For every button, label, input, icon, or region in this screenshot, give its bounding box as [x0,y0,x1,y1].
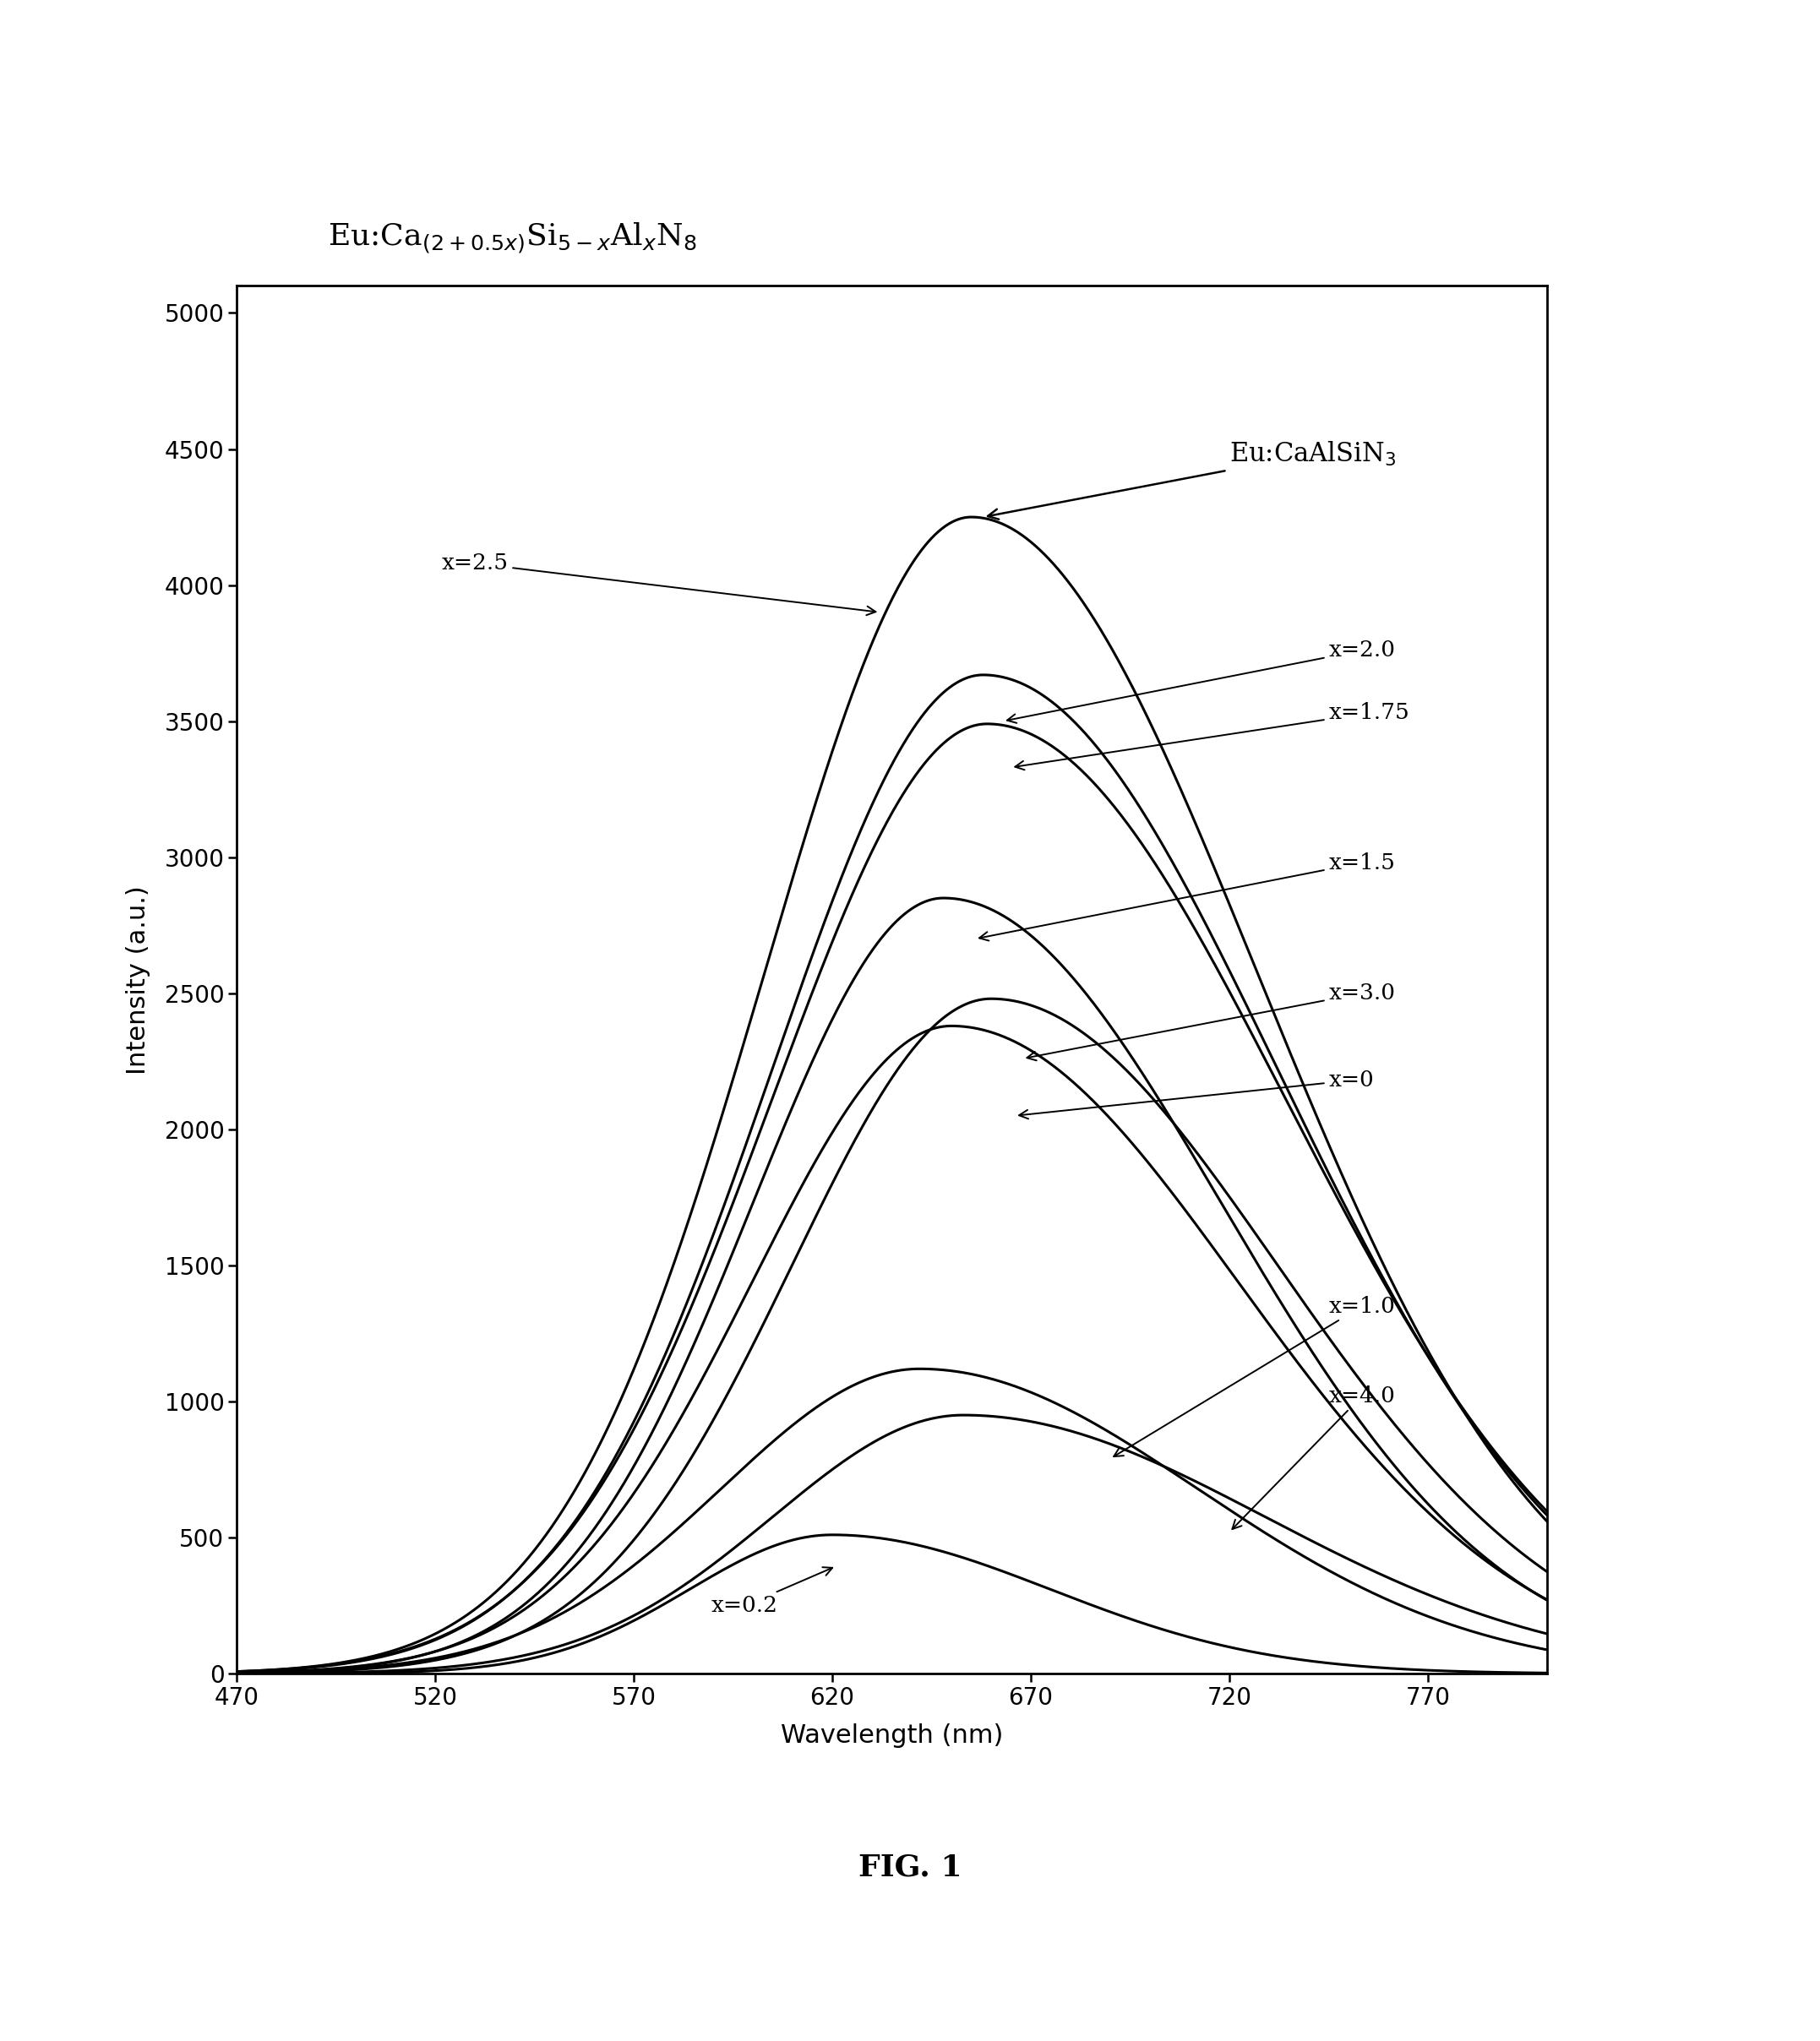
Text: x=2.0: x=2.0 [1006,639,1396,723]
Text: x=1.0: x=1.0 [1114,1296,1396,1457]
Y-axis label: Intensity (a.u.): Intensity (a.u.) [126,886,151,1074]
Text: FIG. 1: FIG. 1 [859,1853,961,1882]
Text: Eu:CaAlSiN$_3$: Eu:CaAlSiN$_3$ [988,441,1396,518]
Text: x=3.0: x=3.0 [1026,982,1396,1061]
Text: Eu:Ca$_{(2+0.5x)}$Si$_{5-x}$Al$_x$N$_8$: Eu:Ca$_{(2+0.5x)}$Si$_{5-x}$Al$_x$N$_8$ [328,220,697,255]
Text: x=1.5: x=1.5 [979,851,1396,941]
Text: x=1.75: x=1.75 [1016,702,1409,769]
Text: x=0.2: x=0.2 [712,1567,832,1616]
Text: x=0: x=0 [1019,1069,1374,1118]
Text: x=4.0: x=4.0 [1232,1386,1396,1529]
X-axis label: Wavelength (nm): Wavelength (nm) [781,1725,1003,1749]
Text: x=2.5: x=2.5 [442,553,875,614]
